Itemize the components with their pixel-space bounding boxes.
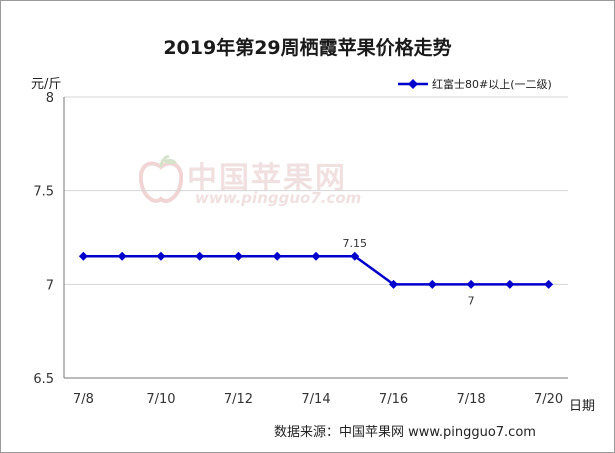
x-tick-label: 7/20 (534, 392, 563, 407)
y-tick-label: 8 (46, 91, 54, 106)
legend-label: 红富士80#以上(一二级) (432, 78, 552, 91)
y-axis-unit-label: 元/斤 (31, 77, 62, 92)
data-point (195, 251, 205, 261)
data-point (311, 251, 321, 261)
data-point (427, 279, 437, 289)
y-tick-label: 6.5 (33, 372, 54, 387)
y-tick-label: 7 (46, 278, 54, 293)
legend: 红富士80#以上(一二级) (398, 75, 552, 93)
data-point (389, 279, 399, 289)
x-tick-label: 7/18 (456, 392, 485, 407)
data-point (544, 279, 554, 289)
watermark-url: www.pingguo7.com (195, 189, 362, 207)
x-axis-unit-label: 日期 (569, 399, 596, 414)
data-point (233, 251, 243, 261)
x-tick-label: 7/14 (301, 392, 330, 407)
apple-logo-icon (139, 155, 183, 203)
data-point (505, 279, 515, 289)
chart-title: 2019年第29周栖霞苹果价格走势 (163, 37, 452, 59)
data-label: 7 (468, 294, 475, 307)
data-point (156, 251, 166, 261)
data-point (272, 251, 282, 261)
x-tick-label: 7/16 (379, 392, 408, 407)
data-point (466, 279, 476, 289)
x-tick-label: 7/8 (73, 392, 94, 407)
y-tick-label: 7.5 (33, 185, 54, 200)
legend-marker (398, 79, 428, 89)
data-point (117, 251, 127, 261)
data-label: 7.15 (343, 237, 368, 250)
x-tick-label: 7/12 (224, 392, 253, 407)
source-note: 数据来源：中国苹果网 www.pingguo7.com (274, 425, 536, 440)
data-point (78, 251, 88, 261)
x-tick-label: 7/10 (146, 392, 175, 407)
data-point (350, 251, 360, 261)
